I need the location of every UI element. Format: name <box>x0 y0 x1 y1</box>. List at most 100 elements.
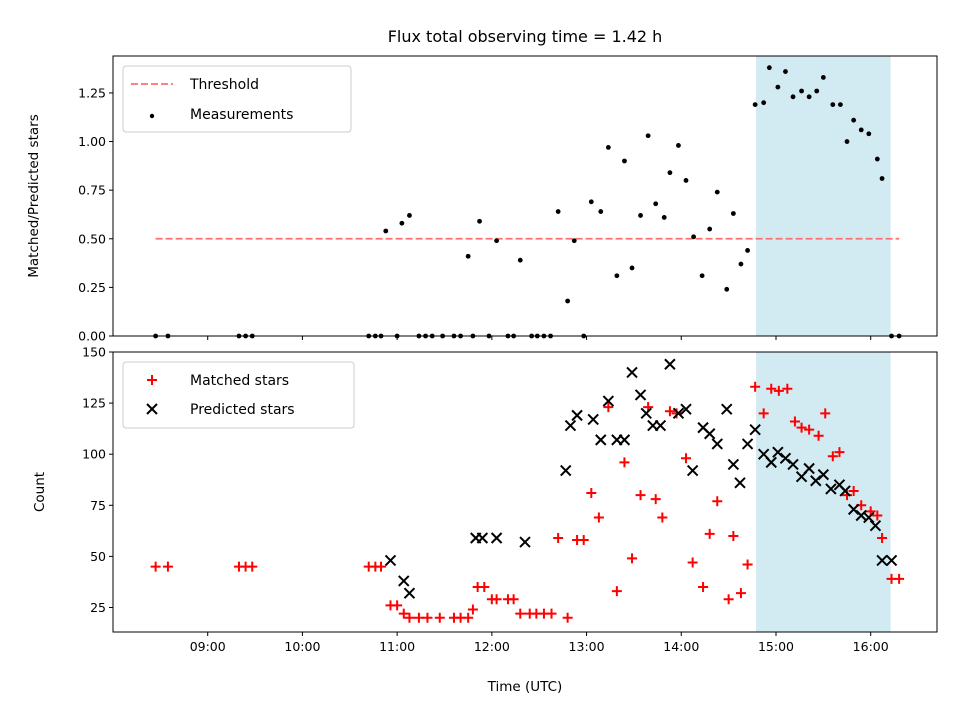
predicted-star-point <box>384 554 397 567</box>
predicted-star-point <box>734 477 746 489</box>
measurement-point <box>830 102 836 108</box>
x-tick-label: 10:00 <box>284 639 320 654</box>
measurement-point <box>714 189 720 195</box>
predicted-star-point <box>564 419 577 432</box>
matched-star-point <box>546 608 557 619</box>
predicted-star-point <box>560 464 572 477</box>
matched-star-point <box>162 561 173 572</box>
matched-star-point <box>479 582 490 593</box>
measurement-point <box>766 65 772 71</box>
x-tick-label: 12:00 <box>474 639 510 654</box>
measurement-point <box>806 94 812 100</box>
x-tick-label: 11:00 <box>379 639 415 654</box>
measurement-point <box>761 100 767 106</box>
legend: Threshold Measurements <box>122 65 352 133</box>
predicted-star-point <box>772 446 784 458</box>
matched-star-point <box>467 604 478 615</box>
matched-star-point <box>664 406 675 417</box>
matched-star-point <box>698 582 709 593</box>
y-tick-label: 1.25 <box>78 85 106 100</box>
measurement-point <box>407 213 412 218</box>
predicted-star-point <box>825 483 837 495</box>
legend-measurements-label: Measurements <box>190 107 293 123</box>
matched-star-point <box>782 383 793 394</box>
matched-star-point <box>796 422 807 433</box>
matched-star-point <box>562 612 573 623</box>
matched-star-point <box>671 408 682 419</box>
predicted-star-point <box>403 587 416 599</box>
predicted-star-point <box>721 403 733 415</box>
measurement-point <box>465 253 471 259</box>
predicted-star-point <box>640 407 652 420</box>
axis-ticks: 25 50 75 100 125 150 09:00 10:00 11:00 12:00 13:00… <box>82 345 889 655</box>
ratio-panel: 0.00 0.25 0.50 0.75 1.00 1.25 Flux total obse… <box>26 27 938 344</box>
measurement-point <box>683 178 689 183</box>
matched-star-point <box>820 408 831 419</box>
x-tick-label: 09:00 <box>190 639 226 654</box>
plot-frame <box>112 351 938 633</box>
matched-star-point <box>750 381 761 392</box>
measurement-point <box>745 248 750 253</box>
predicted-star-point <box>787 458 799 471</box>
y-tick-label: 100 <box>82 447 106 462</box>
predicted-star-point <box>595 434 607 446</box>
x-tick-label: 15:00 <box>758 639 794 654</box>
measurement-point <box>653 201 659 207</box>
matched-star-point <box>376 561 387 572</box>
measurement-point <box>851 117 857 123</box>
measurement-point <box>614 273 620 279</box>
measurement-point <box>645 133 651 139</box>
measurement-point <box>691 234 696 240</box>
matched-star-point <box>712 496 723 507</box>
legend-x-marker <box>146 403 158 415</box>
chart-title: Flux total observing time = 1.42 h <box>388 27 663 46</box>
y-tick-label: 0.50 <box>78 231 106 246</box>
count-panel: 25 50 75 100 125 150 09:00 10:00 11:00 12:00 13:00… <box>32 345 938 695</box>
legend-box <box>122 65 352 133</box>
legend-matched-swatch <box>147 375 157 385</box>
predicted-star-point <box>711 438 723 450</box>
predicted-star-point <box>476 532 489 544</box>
measurement-point <box>866 131 872 137</box>
measurement-point <box>707 226 713 232</box>
measurement-point <box>661 214 667 220</box>
matched-star-point <box>611 586 622 597</box>
predicted-star-point <box>602 395 615 407</box>
measurement-point <box>799 88 804 94</box>
measurement-point <box>699 273 705 279</box>
predicted-star-point <box>519 536 531 548</box>
matched-star-point <box>553 532 564 543</box>
measurement-point <box>565 298 571 304</box>
matched-star-point <box>491 594 502 605</box>
matched-star-point <box>247 561 258 572</box>
predicted-star-point <box>618 434 631 446</box>
matched-star-point <box>635 490 646 501</box>
matched-star-point <box>413 612 424 623</box>
predicted-star-point <box>398 575 410 587</box>
matched-star-points <box>150 381 905 623</box>
x-tick-label: 16:00 <box>853 639 889 654</box>
measurement-point <box>571 238 577 244</box>
y-axis-label: Matched/Predicted stars <box>26 114 42 277</box>
measurement-point <box>814 88 820 94</box>
y-tick-label: 0.00 <box>78 329 106 344</box>
predicted-star-point <box>741 438 754 450</box>
matched-star-point <box>398 608 409 619</box>
measurement-point <box>629 265 635 271</box>
matched-star-point <box>392 600 403 611</box>
predicted-star-point <box>686 464 699 477</box>
x-tick-label: 14:00 <box>663 639 699 654</box>
predicted-star-point <box>803 462 815 475</box>
measurement-point <box>879 176 885 181</box>
y-tick-label: 25 <box>90 600 106 615</box>
x-axis-label: Time (UTC) <box>487 679 563 695</box>
measurement-point <box>598 209 604 214</box>
matched-star-point <box>789 416 800 427</box>
measurement-point <box>874 156 880 162</box>
predicted-star-point <box>490 532 503 544</box>
measurement-point <box>775 84 781 90</box>
matched-star-point <box>877 532 888 543</box>
predicted-star-point <box>847 503 860 516</box>
measurement-point <box>820 74 826 80</box>
y-tick-label: 125 <box>82 396 106 411</box>
